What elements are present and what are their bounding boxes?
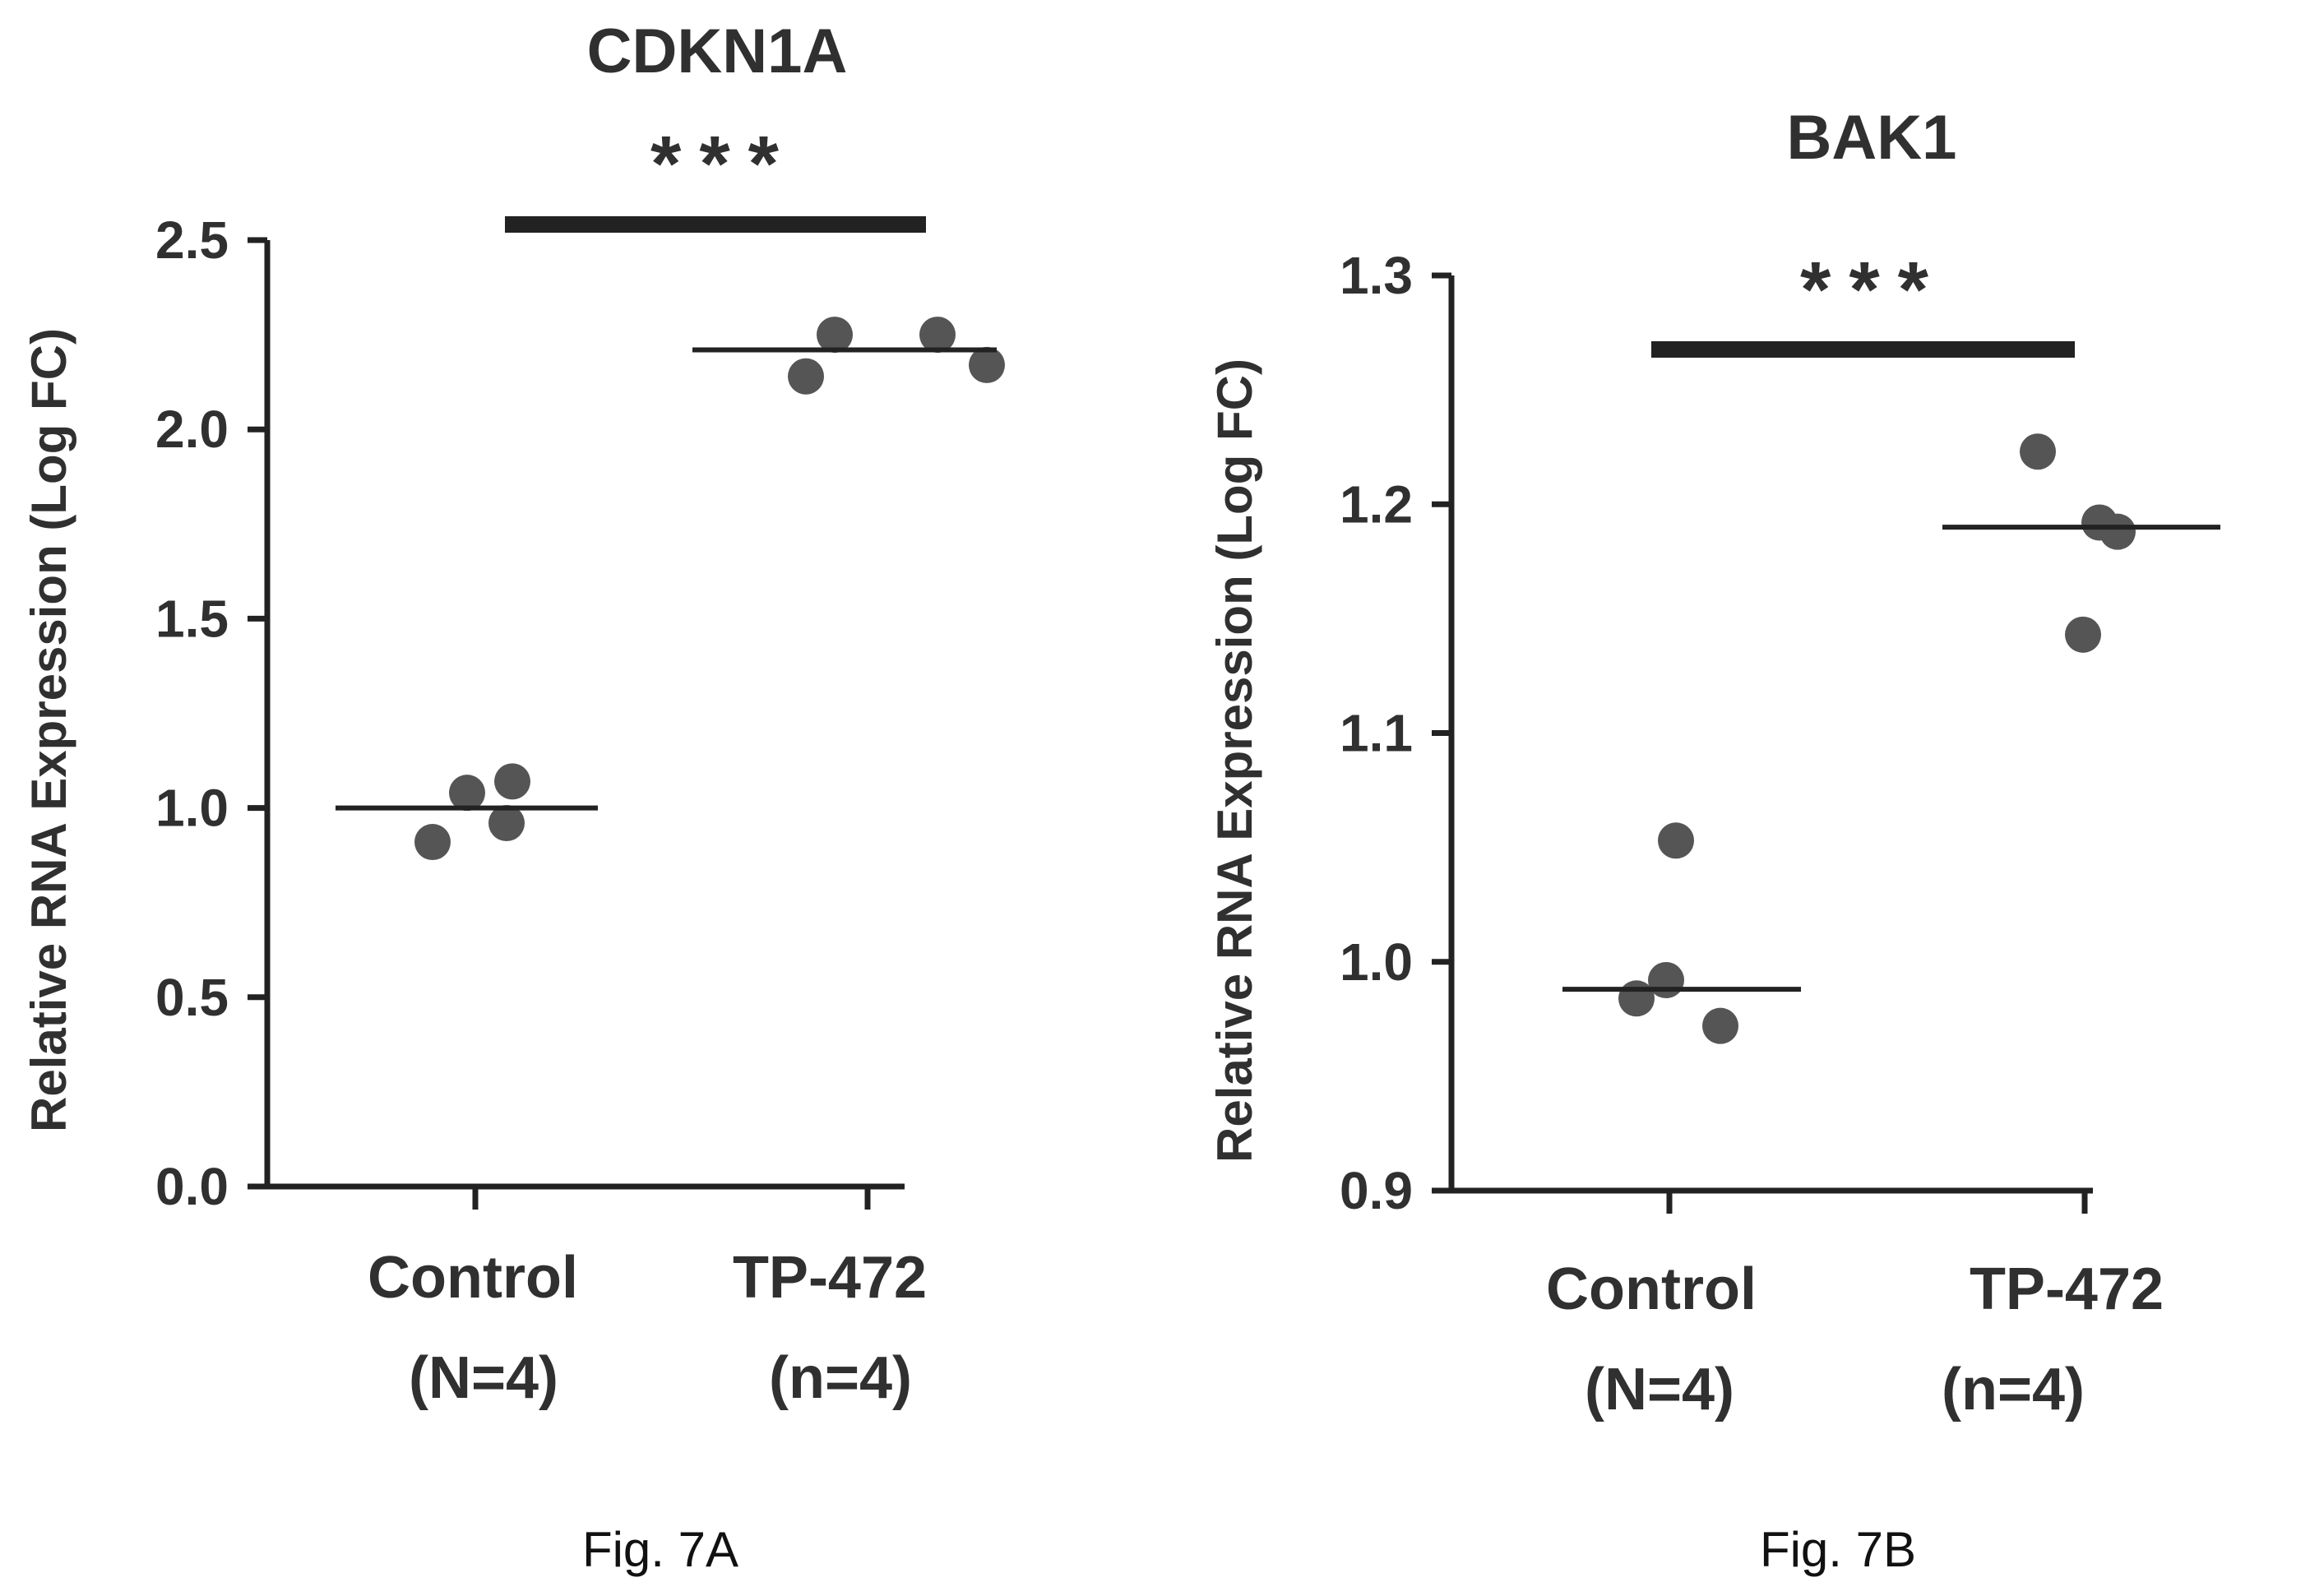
panel-a-data-point [788, 358, 824, 395]
panel-a-data-point [449, 775, 485, 812]
panel-a-category-label-control: Control [368, 1245, 578, 1311]
panel-a-significance-bar [505, 216, 926, 233]
panel-b-y-axis-label: Relative RNA Expression (Log FC) [1207, 359, 1262, 1163]
panel-a-y-axis-label: Relative RNA Expression (Log FC) [21, 328, 76, 1132]
panel-a-y-tick-label: 0.0 [155, 1157, 229, 1216]
panel-b-data-point [2065, 616, 2101, 653]
panel-b-y-tick-label: 1.2 [1340, 474, 1413, 534]
panel-a-data-point [817, 317, 853, 354]
panel-b-data-point [2020, 433, 2056, 470]
panel-b-category-label-tp472: TP-472 [1970, 1256, 2164, 1322]
panel-a-plot-area: 0.0 0.5 1.0 1.5 2.0 2.5 [155, 210, 1005, 1216]
panel-b-plot-area: 0.9 1.0 1.1 1.2 1.3 [1340, 246, 2220, 1220]
panel-a-y-tick-label: 0.5 [155, 968, 229, 1027]
panel-b-category-label-control: Control [1546, 1256, 1757, 1322]
panel-a-category-n-tp472: (n=4) [769, 1345, 912, 1411]
panel-b: BAK1 *** Relative RNA Expression (Log FC… [1207, 103, 2220, 1577]
panel-b-category-n-tp472: (n=4) [1942, 1357, 2085, 1423]
panel-a-category-n-control: (N=4) [409, 1345, 558, 1411]
panel-a-y-tick-label: 1.5 [155, 589, 229, 648]
panel-a-data-point [414, 824, 451, 861]
panel-b-caption: Fig. 7B [1760, 1522, 1916, 1577]
panel-a-data-point [488, 805, 525, 842]
panel-b-data-point [1702, 1007, 1738, 1044]
panel-b-data-point [1658, 822, 1694, 859]
panel-b-category-n-control: (N=4) [1585, 1357, 1734, 1423]
panel-a-data-point [494, 763, 530, 800]
panel-a-data-point [969, 346, 1005, 383]
panel-a-category-label-tp472: TP-472 [733, 1245, 927, 1311]
panel-b-y-tick-label: 1.0 [1340, 932, 1413, 992]
panel-b-data-point [2099, 513, 2136, 550]
panel-a-y-tick-label: 1.0 [155, 779, 229, 838]
panel-b-significance: *** [1800, 246, 1947, 334]
panel-a-y-tick-label: 2.0 [155, 400, 229, 459]
panel-a-caption: Fig. 7A [582, 1522, 738, 1577]
panel-b-data-point [1618, 980, 1655, 1017]
panel-a-data-point [919, 317, 956, 354]
panel-a-title: CDKN1A [587, 16, 848, 86]
panel-b-title: BAK1 [1787, 103, 1957, 173]
panel-b-y-tick-label: 1.1 [1340, 704, 1413, 763]
panel-a-significance: *** [650, 120, 797, 208]
panel-a: CDKN1A *** Relative RNA Expression (Log … [21, 16, 1005, 1577]
panel-b-y-tick-label: 1.3 [1340, 246, 1413, 305]
panel-b-significance-bar [1651, 341, 2075, 358]
panel-b-y-tick-label: 0.9 [1340, 1161, 1413, 1220]
panel-a-y-tick-label: 2.5 [155, 210, 229, 270]
